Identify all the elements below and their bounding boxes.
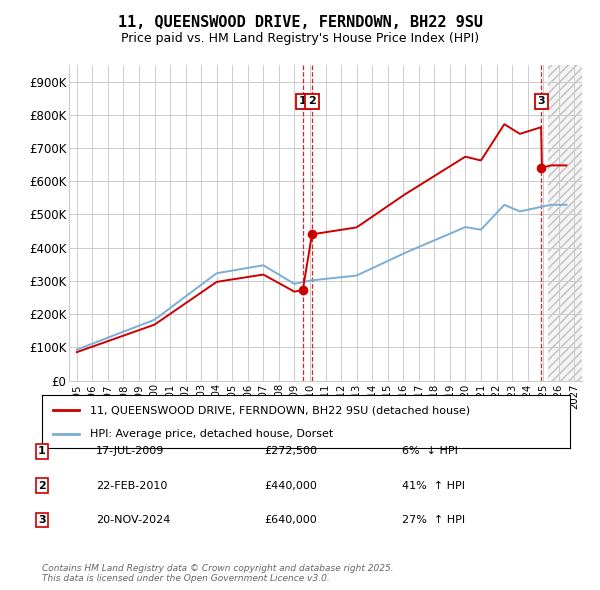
Text: £640,000: £640,000 [264,515,317,525]
Text: 2: 2 [308,96,316,106]
Text: 1: 1 [38,447,46,456]
Text: Contains HM Land Registry data © Crown copyright and database right 2025.
This d: Contains HM Land Registry data © Crown c… [42,563,394,583]
Text: HPI: Average price, detached house, Dorset: HPI: Average price, detached house, Dors… [89,428,333,438]
Text: £272,500: £272,500 [264,447,317,456]
Text: 3: 3 [538,96,545,106]
Point [307,230,317,239]
Text: 17-JUL-2009: 17-JUL-2009 [96,447,164,456]
Text: £440,000: £440,000 [264,481,317,490]
Text: 2: 2 [38,481,46,490]
Text: Price paid vs. HM Land Registry's House Price Index (HPI): Price paid vs. HM Land Registry's House … [121,32,479,45]
Text: 20-NOV-2024: 20-NOV-2024 [96,515,170,525]
Text: 41%  ↑ HPI: 41% ↑ HPI [402,481,465,490]
Text: 3: 3 [38,515,46,525]
Text: 11, QUEENSWOOD DRIVE, FERNDOWN, BH22 9SU (detached house): 11, QUEENSWOOD DRIVE, FERNDOWN, BH22 9SU… [89,405,470,415]
Text: 1: 1 [299,96,307,106]
Text: 22-FEB-2010: 22-FEB-2010 [96,481,167,490]
Bar [548,65,582,381]
Text: 11, QUEENSWOOD DRIVE, FERNDOWN, BH22 9SU: 11, QUEENSWOOD DRIVE, FERNDOWN, BH22 9SU [118,15,482,30]
Text: 27%  ↑ HPI: 27% ↑ HPI [402,515,465,525]
Text: 6%  ↓ HPI: 6% ↓ HPI [402,447,458,456]
Point [536,163,546,173]
Point [298,286,308,295]
